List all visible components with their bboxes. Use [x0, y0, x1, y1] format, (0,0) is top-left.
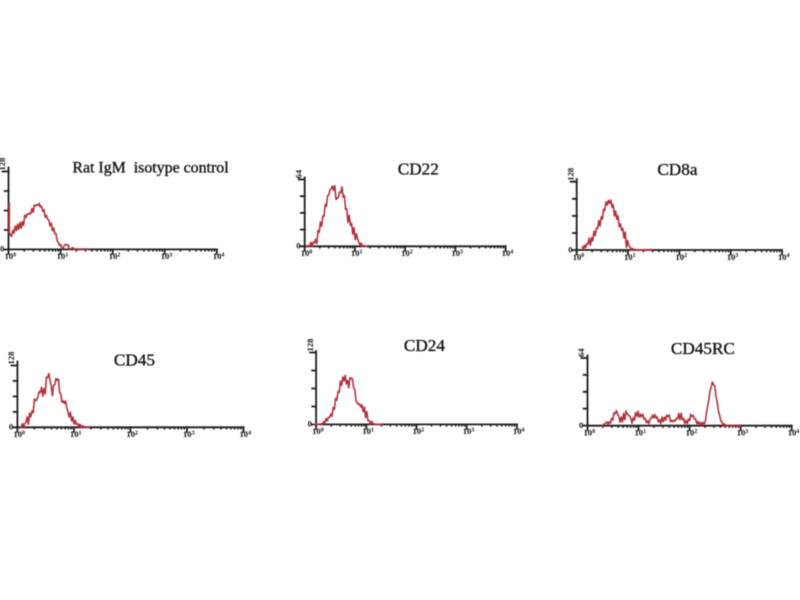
svg-text:128: 128	[0, 157, 7, 171]
svg-text:64: 64	[293, 169, 303, 178]
svg-text:CD22: CD22	[398, 159, 439, 178]
svg-text:101: 101	[70, 429, 82, 439]
svg-text:102: 102	[413, 426, 425, 436]
svg-text:102: 102	[686, 428, 698, 438]
svg-text:103: 103	[463, 426, 475, 436]
svg-text:100: 100	[5, 251, 17, 261]
svg-text:101: 101	[624, 252, 636, 262]
svg-text:100: 100	[584, 428, 596, 438]
svg-text:101: 101	[351, 248, 363, 258]
svg-text:CD8a: CD8a	[657, 160, 697, 179]
svg-text:0: 0	[568, 244, 572, 254]
svg-text:Rat IgM isotype control: Rat IgM isotype control	[72, 160, 229, 177]
svg-text:103: 103	[161, 251, 173, 261]
svg-text:0: 0	[9, 422, 13, 432]
svg-text:100: 100	[312, 426, 324, 436]
svg-text:103: 103	[737, 428, 749, 438]
svg-text:103: 103	[451, 248, 463, 258]
svg-text:128: 128	[6, 351, 16, 365]
svg-text:CD24: CD24	[404, 336, 445, 355]
svg-text:104: 104	[778, 252, 790, 262]
svg-text:104: 104	[240, 429, 252, 439]
svg-text:100: 100	[13, 429, 25, 439]
svg-text:102: 102	[126, 429, 138, 439]
svg-text:128: 128	[565, 167, 575, 181]
svg-text:0: 0	[0, 244, 4, 254]
svg-text:0: 0	[296, 241, 300, 251]
svg-text:103: 103	[183, 429, 195, 439]
svg-text:104: 104	[213, 251, 225, 261]
svg-text:101: 101	[57, 251, 69, 261]
svg-text:104: 104	[502, 248, 514, 258]
svg-text:64: 64	[576, 348, 586, 357]
svg-text:0: 0	[579, 420, 583, 430]
svg-text:101: 101	[362, 426, 374, 436]
svg-text:103: 103	[727, 252, 739, 262]
svg-text:CD45: CD45	[114, 350, 155, 369]
svg-text:102: 102	[401, 248, 413, 258]
svg-text:102: 102	[675, 252, 687, 262]
svg-text:101: 101	[635, 428, 647, 438]
svg-text:128: 128	[305, 338, 315, 352]
svg-text:104: 104	[788, 428, 800, 438]
svg-text:104: 104	[513, 426, 525, 436]
svg-text:100: 100	[573, 252, 585, 262]
svg-text:100: 100	[301, 248, 313, 258]
svg-text:102: 102	[109, 251, 121, 261]
svg-text:CD45RC: CD45RC	[671, 339, 735, 358]
svg-text:0: 0	[308, 419, 312, 429]
